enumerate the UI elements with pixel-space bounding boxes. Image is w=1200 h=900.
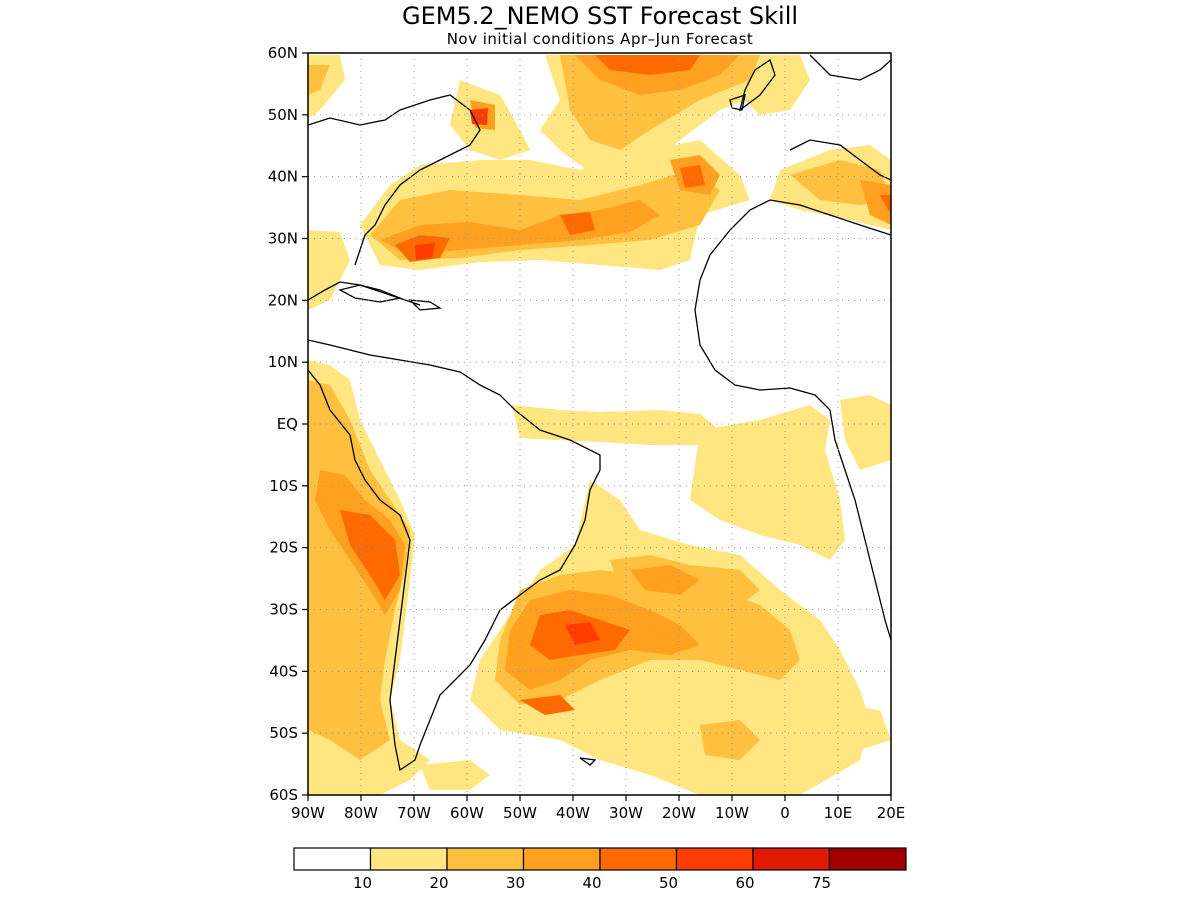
colorbar-label: 40 xyxy=(582,874,601,892)
lat-label: 10N xyxy=(268,353,298,371)
colorbar-swatch xyxy=(752,847,831,871)
colorbar-label: 75 xyxy=(812,874,831,892)
colorbar-swatch xyxy=(446,847,525,871)
lon-label: 30W xyxy=(609,804,643,822)
lat-label: 10S xyxy=(269,477,298,495)
skill-level-10-20 xyxy=(308,55,891,795)
lat-label: 50N xyxy=(268,106,298,124)
lat-label: 20S xyxy=(269,539,298,557)
skill-level-50-60 xyxy=(415,108,600,645)
map-subtitle: Nov initial conditions Apr–Jun Forecast xyxy=(447,30,754,48)
lon-label: 60W xyxy=(450,804,484,822)
lat-label: 50S xyxy=(269,724,298,742)
lon-label: 20W xyxy=(662,804,696,822)
colorbar-label: 20 xyxy=(429,874,448,892)
lon-label: 80W xyxy=(344,804,378,822)
colorbar-swatch xyxy=(675,847,754,871)
lat-label: 40S xyxy=(269,662,298,680)
lon-label: 10E xyxy=(824,804,853,822)
lat-label: 60S xyxy=(269,786,298,804)
longitude-ticks: 90W 80W 70W 60W 50W 40W 30W 20W 10W 0 10E 20E xyxy=(291,795,905,822)
lon-label: 90W xyxy=(291,804,325,822)
lat-label: 60N xyxy=(268,44,298,62)
colorbar-swatch xyxy=(369,847,448,871)
colorbar-swatch xyxy=(828,847,907,871)
lat-label: 20N xyxy=(268,291,298,309)
map-title: GEM5.2_NEMO SST Forecast Skill xyxy=(402,2,798,30)
lat-label: 30S xyxy=(269,601,298,619)
lon-label: 20E xyxy=(877,804,906,822)
colorbar-label: 60 xyxy=(735,874,754,892)
lat-label: 30N xyxy=(268,230,298,248)
coastlines xyxy=(308,54,891,772)
colorbar-swatch xyxy=(293,847,372,871)
colorbar-label: 50 xyxy=(659,874,678,892)
lon-label: 70W xyxy=(397,804,431,822)
lon-label: 50W xyxy=(503,804,537,822)
skill-shading xyxy=(308,55,891,795)
colorbar-label: 30 xyxy=(506,874,525,892)
colorbar-swatch xyxy=(522,847,601,871)
lon-label: 0 xyxy=(780,804,790,822)
graticule xyxy=(308,53,891,795)
lon-label: 10W xyxy=(715,804,749,822)
colorbar-swatch xyxy=(599,847,678,871)
colorbar: 10 20 30 40 50 60 75 xyxy=(293,847,907,892)
lon-label: 40W xyxy=(556,804,590,822)
latitude-ticks: 60N 50N 40N 30N 20N 10N EQ 10S 20S 30S 40S 50S 60S xyxy=(268,44,308,804)
colorbar-label: 10 xyxy=(353,874,372,892)
lat-label: 40N xyxy=(268,168,298,186)
lat-label: EQ xyxy=(277,415,298,433)
